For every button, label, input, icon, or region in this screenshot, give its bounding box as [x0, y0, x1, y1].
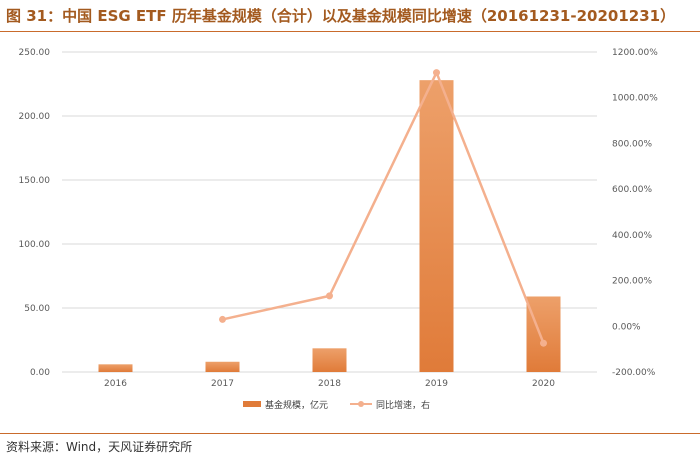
line-series: [219, 69, 547, 347]
left-tick-label: 50.00: [24, 304, 50, 314]
right-tick-label: 800.00%: [612, 139, 652, 149]
right-axis-ticks: -200.00% 0.00% 200.00% 400.00% 600.00% 800.00…: [612, 48, 658, 378]
bar: [312, 348, 347, 372]
bars-series: [98, 80, 561, 372]
x-tick-label: 2020: [532, 379, 555, 389]
bar: [205, 361, 240, 372]
figure-title: 图 31：中国 ESG ETF 历年基金规模（合计）以及基金规模同比增速（201…: [6, 7, 676, 25]
bar: [98, 364, 133, 372]
legend-bar-label: 基金规模，亿元: [265, 399, 328, 411]
right-tick-label: 1200.00%: [612, 48, 658, 58]
x-tick-label: 2018: [318, 379, 341, 389]
left-axis-ticks: 0.00 50.00 100.00 150.00 200.00 250.00: [19, 48, 51, 378]
growth-line: [222, 71, 545, 344]
left-tick-label: 250.00: [19, 48, 51, 58]
x-tick-label: 2019: [425, 379, 448, 389]
legend-line-label: 同比增速，右: [376, 399, 430, 411]
x-tick-label: 2016: [104, 379, 127, 389]
title-divider: [0, 31, 700, 32]
right-tick-label: -200.00%: [612, 368, 656, 378]
right-tick-label: 0.00%: [612, 322, 641, 332]
right-tick-label: 1000.00%: [612, 94, 658, 104]
line-point: [540, 339, 547, 347]
right-tick-label: 400.00%: [612, 231, 652, 241]
chart-legend: 基金规模，亿元 同比增速，右: [243, 399, 430, 411]
line-point: [433, 69, 440, 77]
left-tick-label: 100.00: [19, 240, 51, 250]
line-point: [219, 315, 226, 323]
combo-chart: 0.00 50.00 100.00 150.00 200.00 250.00 -200.0…: [19, 48, 659, 411]
left-tick-label: 200.00: [19, 112, 51, 122]
source-note: 资料来源：Wind，天风证券研究所: [6, 440, 193, 454]
right-tick-label: 200.00%: [612, 277, 652, 287]
right-tick-label: 600.00%: [612, 185, 652, 195]
line-point: [326, 292, 333, 300]
legend-bar-swatch: [243, 401, 261, 407]
left-tick-label: 0.00: [30, 368, 50, 378]
footer-divider: [0, 433, 700, 434]
legend-line-marker: [358, 401, 364, 407]
x-tick-label: 2017: [211, 379, 234, 389]
x-axis-ticks: 2016 2017 2018 2019 2020: [104, 379, 555, 389]
gridlines: [62, 51, 597, 373]
left-tick-label: 150.00: [19, 176, 51, 186]
bar: [526, 296, 561, 372]
bar: [419, 80, 454, 372]
